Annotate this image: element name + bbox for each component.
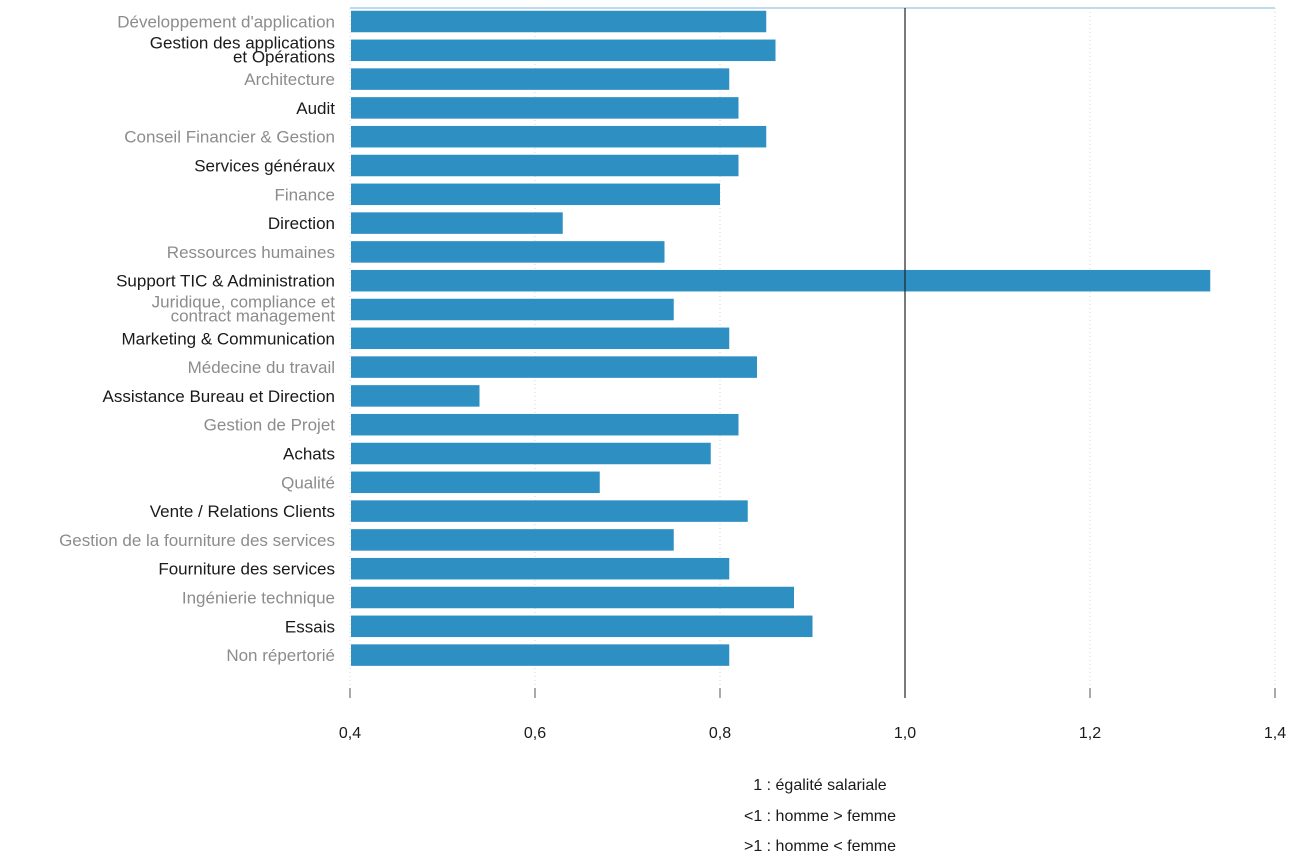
bar [351, 298, 674, 321]
x-tick-label: 1,0 [894, 725, 916, 742]
category-label: Qualité [281, 473, 335, 492]
category-label: Assistance Bureau et Direction [103, 387, 335, 406]
bar [351, 385, 480, 407]
bars-group [351, 10, 1211, 666]
category-label: Développement d'application [117, 13, 335, 32]
category-label: Services généraux [194, 157, 335, 176]
x-tick-label: 0,4 [339, 725, 361, 742]
category-label: Gestion de Projet [204, 416, 336, 435]
bar [351, 557, 730, 580]
bar [351, 269, 1211, 292]
x-tick-label: 0,8 [709, 725, 731, 742]
bar [351, 500, 748, 522]
category-label: Finance [275, 185, 335, 204]
bar [351, 125, 767, 148]
category-label: Direction [268, 214, 335, 233]
bar [351, 68, 730, 90]
category-label: Gestion de la fourniture des services [59, 531, 335, 550]
x-tick-label: 0,6 [524, 725, 546, 742]
category-label: Ingénierie technique [182, 589, 335, 608]
category-label: Conseil Financier & Gestion [124, 128, 335, 147]
x-axis-ticks: 0,4 0,6 0,8 1,0 1,2 1,4 [339, 688, 1286, 742]
bar [351, 183, 720, 206]
category-label: Marketing & Communication [121, 329, 335, 348]
bar [351, 356, 757, 378]
category-label: Gestion des applications et Opérations [150, 33, 335, 66]
bar [351, 39, 776, 62]
legend-line-1: 1 : égalité salariale [753, 777, 887, 794]
category-label: Vente / Relations Clients [150, 502, 335, 521]
bar [351, 586, 794, 609]
bar [351, 442, 711, 465]
category-label: Audit [296, 99, 335, 118]
bar [351, 327, 730, 350]
x-tick-label: 1,4 [1264, 725, 1286, 742]
x-tick-label: 1,2 [1079, 725, 1101, 742]
bar [351, 471, 600, 494]
legend-line-2: <1 : homme > femme [743, 808, 897, 825]
category-label: Achats [283, 445, 335, 464]
bar [351, 644, 730, 666]
category-label: Fourniture des services [158, 560, 335, 579]
bar [351, 10, 767, 33]
bar [351, 413, 739, 436]
bar [351, 615, 813, 638]
category-label: Ressources humaines [167, 243, 335, 262]
bar [351, 529, 674, 551]
category-label: Architecture [244, 70, 335, 89]
bar [351, 241, 665, 263]
category-label: Support TIC & Administration [116, 272, 335, 291]
legend-line-3: >1 : homme < femme [743, 838, 897, 855]
category-label: Non répertorié [226, 646, 335, 665]
category-label: Médecine du travail [188, 358, 335, 377]
category-label: Essais [285, 617, 335, 636]
bar [351, 212, 563, 234]
category-label: Juridique, compliance et contract managem… [152, 293, 336, 326]
bar [351, 154, 739, 177]
bar [351, 97, 739, 119]
